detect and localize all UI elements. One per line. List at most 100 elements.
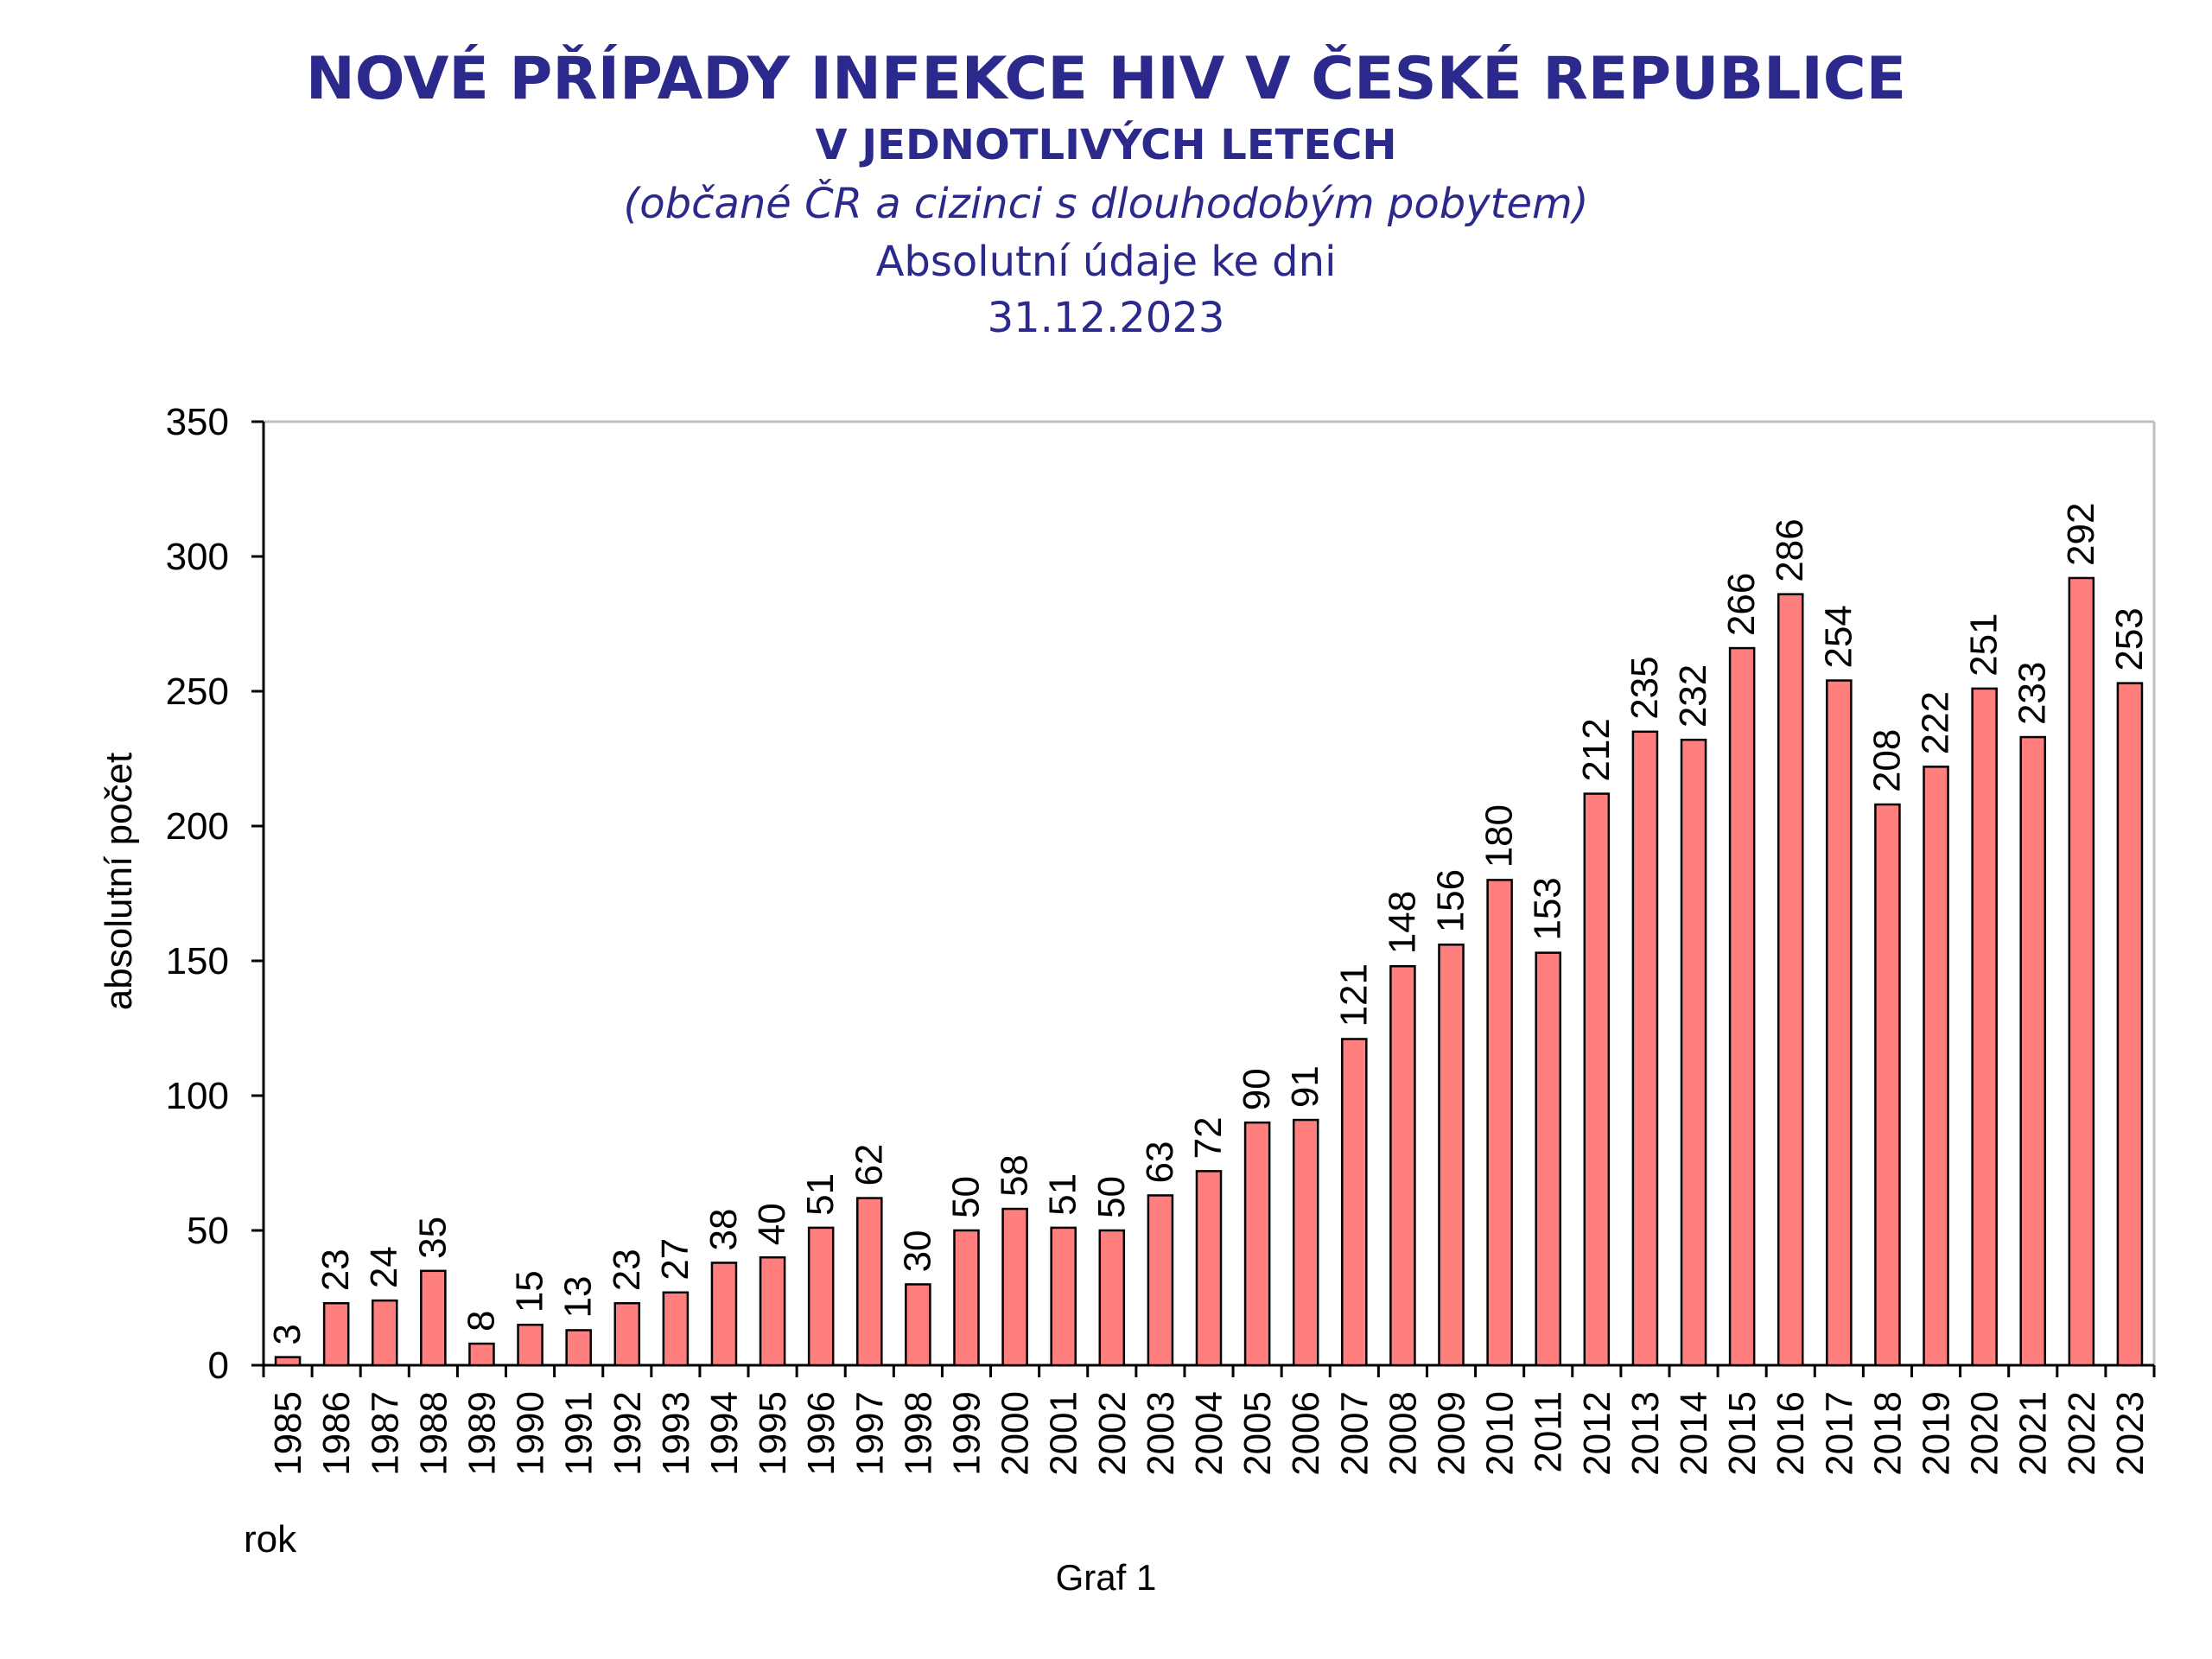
bar-2015 <box>1728 646 1756 1367</box>
x-tick-label: 1993 <box>655 1391 697 1476</box>
bar-value-label: 292 <box>2060 503 2102 566</box>
bar-2000 <box>1001 1207 1028 1367</box>
bar-value-label: 212 <box>1575 718 1618 781</box>
x-tick-label: 2001 <box>1043 1391 1085 1476</box>
x-tick-label: 1988 <box>412 1391 454 1476</box>
x-tick-label: 2010 <box>1479 1391 1522 1476</box>
x-tick-label: 2020 <box>1964 1391 2006 1476</box>
bar-value-label: 121 <box>1332 963 1375 1027</box>
bar-value-label: 208 <box>1866 729 1908 792</box>
y-tick-label: 200 <box>166 805 229 848</box>
bar-2004 <box>1195 1170 1223 1367</box>
x-tick-label: 1989 <box>461 1391 503 1476</box>
bar-2009 <box>1438 944 1465 1367</box>
x-tick-label: 2016 <box>1770 1391 1812 1476</box>
bar-1996 <box>807 1226 835 1367</box>
x-tick-label: 1985 <box>267 1391 309 1476</box>
bar-value-label: 156 <box>1430 869 1472 932</box>
chart-absolute-label: Absolutní údaje ke dni <box>875 238 1337 286</box>
bar-1987 <box>371 1299 398 1367</box>
bar-value-label: 50 <box>944 1176 987 1218</box>
bar-value-label: 35 <box>411 1217 454 1259</box>
bar-value-label: 72 <box>1187 1116 1230 1159</box>
bar-value-label: 62 <box>848 1144 890 1186</box>
x-tick-label: 1992 <box>607 1391 649 1476</box>
chart-note: (občané ČR a cizinci s dlouhodobým pobyt… <box>623 180 1589 228</box>
bar-value-label: 38 <box>702 1208 745 1250</box>
bar-2023 <box>2116 682 2144 1367</box>
bar-value-label: 24 <box>363 1246 405 1288</box>
x-tick-label: 2007 <box>1333 1391 1376 1476</box>
chart-title: NOVÉ PŘÍPADY INFEKCE HIV V ČESKÉ REPUBLI… <box>305 45 1907 113</box>
bar-1998 <box>905 1283 931 1367</box>
x-tick-label: 2006 <box>1285 1391 1327 1476</box>
bar-1995 <box>759 1255 786 1367</box>
bar-value-label: 23 <box>315 1249 357 1291</box>
bar-1994 <box>710 1262 738 1367</box>
bar-2012 <box>1583 792 1611 1367</box>
bar-1997 <box>856 1197 883 1367</box>
bar-value-label: 3 <box>266 1324 308 1344</box>
bar-1992 <box>613 1301 641 1367</box>
x-tick-label: 1998 <box>897 1391 939 1476</box>
bar-value-label: 90 <box>1236 1068 1278 1110</box>
chart-subtitle: V JEDNOTLIVÝCH LETECH <box>815 121 1397 169</box>
bar-2019 <box>1923 766 1949 1367</box>
x-tick-label: 2005 <box>1236 1391 1279 1476</box>
x-tick-label: 2018 <box>1866 1391 1909 1476</box>
bar-value-label: 251 <box>1963 613 2005 676</box>
bar-value-label: 148 <box>1381 891 1423 954</box>
x-tick-label: 2002 <box>1091 1391 1134 1476</box>
x-tick-label: 2013 <box>1624 1391 1667 1476</box>
x-tick-label: 1996 <box>800 1391 842 1476</box>
x-tick-label: 2004 <box>1188 1391 1230 1476</box>
chart-caption: Graf 1 <box>1055 1557 1157 1598</box>
bar-value-label: 235 <box>1624 656 1666 719</box>
x-tick-label: 2000 <box>995 1391 1037 1476</box>
bar-1988 <box>420 1269 447 1367</box>
bar-value-label: 63 <box>1139 1141 1181 1183</box>
bar-value-label: 153 <box>1527 877 1569 940</box>
x-tick-label: 1986 <box>315 1391 358 1476</box>
bar-2006 <box>1292 1118 1319 1367</box>
x-tick-label: 1990 <box>510 1391 552 1476</box>
x-tick-label: 1987 <box>364 1391 406 1476</box>
bar-1990 <box>517 1323 543 1367</box>
y-tick-label: 250 <box>166 671 229 713</box>
chart-date: 31.12.2023 <box>987 294 1225 342</box>
bar-value-label: 8 <box>460 1311 502 1332</box>
bar-2008 <box>1389 964 1416 1367</box>
bar-value-label: 51 <box>1042 1173 1084 1216</box>
bar-2014 <box>1680 738 1707 1367</box>
x-tick-label: 2023 <box>2109 1391 2152 1476</box>
x-tick-label: 2008 <box>1382 1391 1424 1476</box>
bar-value-label: 286 <box>1769 518 1811 582</box>
y-tick-label: 50 <box>187 1210 229 1252</box>
x-tick-label: 2022 <box>2061 1391 2103 1476</box>
x-tick-label: 2017 <box>1818 1391 1860 1476</box>
bar-2003 <box>1147 1194 1174 1367</box>
bar-value-label: 40 <box>751 1203 793 1245</box>
bar-2011 <box>1535 951 1561 1367</box>
bar-2013 <box>1631 730 1659 1367</box>
y-tick-label: 350 <box>166 401 229 443</box>
x-tick-label: 1995 <box>752 1391 794 1476</box>
x-tick-label: 2019 <box>1916 1391 1958 1476</box>
y-axis-title: absolutní počet <box>98 753 140 1010</box>
bar-value-label: 58 <box>994 1154 1036 1197</box>
bar-value-label: 180 <box>1478 804 1521 868</box>
bar-2020 <box>1971 687 1998 1367</box>
x-tick-label: 2021 <box>2012 1391 2055 1476</box>
bar-2017 <box>1826 679 1853 1367</box>
x-tick-label: 1994 <box>703 1391 746 1476</box>
bar-1986 <box>322 1301 350 1367</box>
bar-1993 <box>662 1291 690 1367</box>
y-axis-ticks: 0 50 100 150 200 250 300 350 <box>166 401 264 1387</box>
x-tick-label: 1999 <box>945 1391 988 1476</box>
y-tick-label: 0 <box>208 1344 229 1387</box>
x-tick-label: 2009 <box>1431 1391 1473 1476</box>
x-tick-label: 2012 <box>1576 1391 1618 1476</box>
x-axis-ticks: 1985 1986 1987 1988 1989 1990 1991 1992 1993 1994… <box>262 1365 2156 1476</box>
bar-1999 <box>953 1229 980 1367</box>
